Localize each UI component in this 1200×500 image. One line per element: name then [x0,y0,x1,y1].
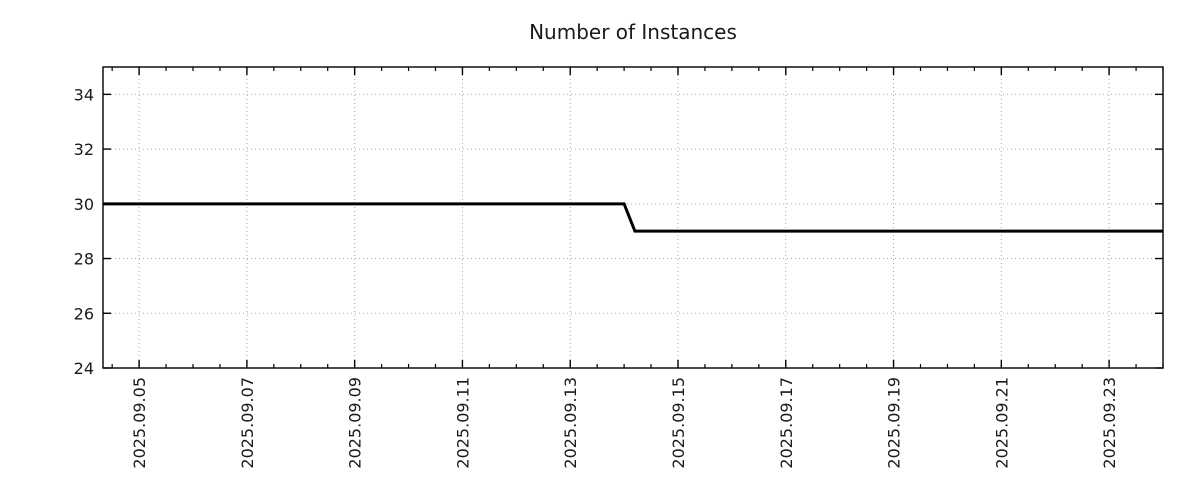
chart-title: Number of Instances [529,20,737,44]
instances-line [103,202,1163,233]
axis-tick-labels: 2025.09.05 2025.09.07 2025.09.09 2025.09.11… [74,85,1119,468]
x-tick-label: 2025.09.15 [669,377,688,469]
y-tick-label: 32 [74,140,94,159]
data-series [103,202,1163,233]
y-tick-label: 30 [74,195,94,214]
x-tick-label: 2025.09.13 [561,377,580,469]
x-tick-label: 2025.09.19 [885,377,904,469]
gridlines [103,67,1163,369]
x-tick-label: 2025.09.09 [346,377,365,469]
y-tick-label: 34 [74,85,94,104]
x-tick-label: 2025.09.23 [1100,377,1119,469]
axis-ticks [103,67,1164,369]
x-tick-label: 2025.09.17 [777,377,796,469]
y-tick-label: 26 [74,304,94,323]
plot-border [102,66,1164,369]
x-tick-label: 2025.09.21 [992,377,1011,469]
y-tick-label: 28 [74,250,94,269]
x-tick-label: 2025.09.07 [238,377,257,469]
y-tick-label: 24 [74,359,94,378]
x-tick-label: 2025.09.05 [130,377,149,469]
x-tick-label: 2025.09.11 [453,377,472,469]
